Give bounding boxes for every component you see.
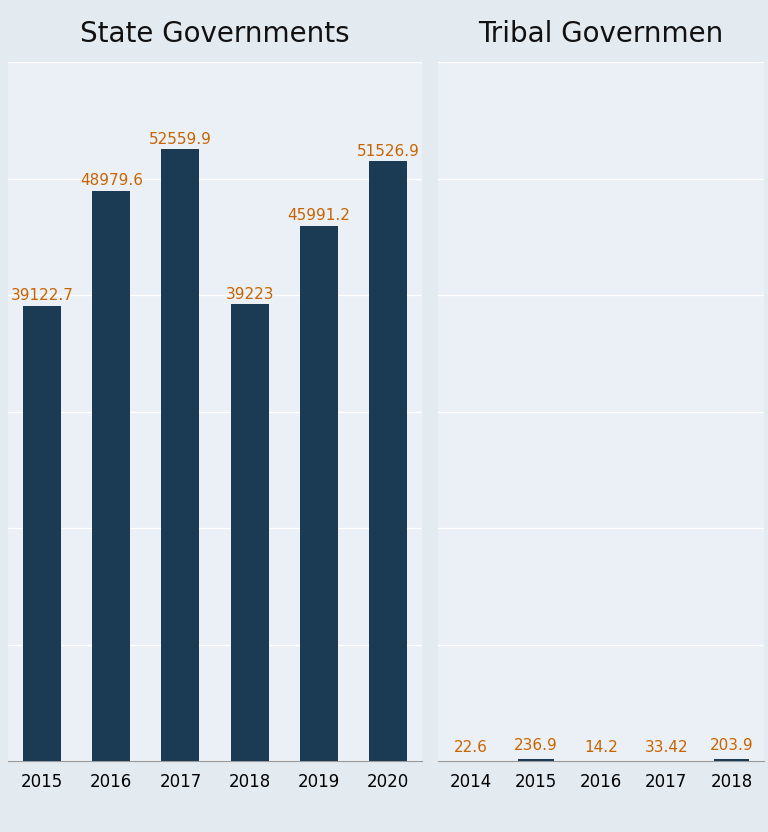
Text: 51526.9: 51526.9 [356, 144, 419, 159]
Text: 52559.9: 52559.9 [149, 131, 212, 146]
Bar [369, 161, 407, 761]
Text: 22.6: 22.6 [453, 740, 488, 755]
Bar [300, 225, 338, 761]
Bar [230, 305, 269, 761]
Bar [92, 191, 131, 761]
Text: 14.2: 14.2 [584, 740, 617, 755]
Bar [161, 149, 200, 761]
Bar [713, 759, 750, 761]
Text: Tribal Governmen: Tribal Governmen [478, 20, 723, 48]
Bar [518, 759, 554, 761]
Text: State Governments: State Governments [80, 20, 350, 48]
Text: 48979.6: 48979.6 [80, 173, 143, 188]
Text: 39223: 39223 [225, 287, 274, 302]
Text: 236.9: 236.9 [514, 738, 558, 753]
Bar [23, 305, 61, 761]
Text: 45991.2: 45991.2 [287, 208, 350, 223]
Text: 39122.7: 39122.7 [11, 288, 74, 303]
Text: 203.9: 203.9 [710, 738, 753, 753]
Text: 33.42: 33.42 [644, 740, 688, 755]
